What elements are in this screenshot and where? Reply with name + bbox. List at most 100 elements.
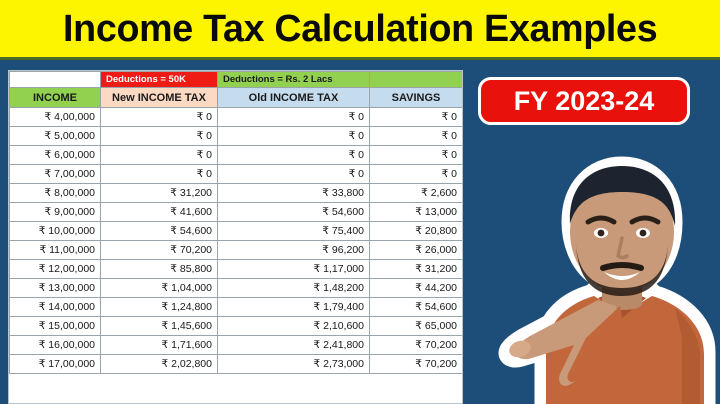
table-row: ₹ 7,00,000 ₹ 0 ₹ 0 ₹ 0 bbox=[9, 164, 462, 184]
cell-new_tax: ₹ 2,02,800 bbox=[100, 354, 218, 374]
presenter-nose bbox=[616, 236, 629, 260]
cell-income: ₹ 12,00,000 bbox=[9, 259, 101, 279]
title-banner: Income Tax Calculation Examples bbox=[0, 0, 720, 57]
cell-savings: ₹ 65,000 bbox=[369, 316, 462, 336]
cell-old_tax: ₹ 2,10,600 bbox=[217, 316, 370, 336]
cell-income: ₹ 17,00,000 bbox=[9, 354, 101, 374]
tax-comparison-table: Deductions = 50K Deductions = Rs. 2 Lacs… bbox=[8, 70, 463, 404]
cell-new_tax: ₹ 0 bbox=[100, 145, 218, 165]
table-body: ₹ 4,00,000 ₹ 0 ₹ 0 ₹ 0 ₹ 5,00,000 ₹ 0 ₹ 0 ₹ 0 ₹ … bbox=[9, 107, 462, 374]
cell-old_tax: ₹ 1,79,400 bbox=[217, 297, 370, 317]
presenter-face bbox=[570, 172, 674, 292]
presenter-eyebrow-left bbox=[585, 215, 617, 225]
table-row: ₹ 12,00,000 ₹ 85,800 ₹ 1,17,000 ₹ 31,200 bbox=[9, 259, 462, 279]
cell-new_tax: ₹ 1,45,600 bbox=[100, 316, 218, 336]
cell-income: ₹ 10,00,000 bbox=[9, 221, 101, 241]
cell-savings: ₹ 0 bbox=[369, 145, 462, 165]
fiscal-year-label: FY 2023-24 bbox=[513, 85, 655, 116]
cell-old_tax: ₹ 1,48,200 bbox=[217, 278, 370, 298]
cell-savings: ₹ 26,000 bbox=[369, 240, 462, 260]
deductions-row: Deductions = 50K Deductions = Rs. 2 Lacs bbox=[9, 71, 462, 88]
cell-new_tax: ₹ 54,600 bbox=[100, 221, 218, 241]
cell-savings: ₹ 44,200 bbox=[369, 278, 462, 298]
cell-old_tax: ₹ 0 bbox=[217, 164, 370, 184]
cell-income: ₹ 15,00,000 bbox=[9, 316, 101, 336]
cell-old_tax: ₹ 1,17,000 bbox=[217, 259, 370, 279]
fiscal-year-badge: FY 2023-24 bbox=[478, 77, 690, 125]
presenter-smile bbox=[604, 272, 640, 280]
deductions-savings-cell bbox=[369, 71, 462, 88]
cell-savings: ₹ 2,600 bbox=[369, 183, 462, 203]
cell-new_tax: ₹ 70,200 bbox=[100, 240, 218, 260]
cell-new_tax: ₹ 0 bbox=[100, 107, 218, 127]
cell-old_tax: ₹ 33,800 bbox=[217, 183, 370, 203]
table-row: ₹ 14,00,000 ₹ 1,24,800 ₹ 1,79,400 ₹ 54,600 bbox=[9, 297, 462, 317]
deductions-blank-cell bbox=[9, 71, 101, 88]
cell-savings: ₹ 0 bbox=[369, 164, 462, 184]
cell-savings: ₹ 0 bbox=[369, 107, 462, 127]
table-row: ₹ 13,00,000 ₹ 1,04,000 ₹ 1,48,200 ₹ 44,200 bbox=[9, 278, 462, 298]
cell-savings: ₹ 0 bbox=[369, 126, 462, 146]
page-title: Income Tax Calculation Examples bbox=[62, 7, 658, 50]
deductions-new-label: Deductions = 50K bbox=[100, 71, 218, 88]
table-row: ₹ 9,00,000 ₹ 41,600 ₹ 54,600 ₹ 13,000 bbox=[9, 202, 462, 222]
cell-old_tax: ₹ 75,400 bbox=[217, 221, 370, 241]
presenter-sleeve bbox=[567, 306, 628, 383]
cell-income: ₹ 9,00,000 bbox=[9, 202, 101, 222]
presenter-moustache bbox=[600, 262, 644, 271]
cell-income: ₹ 6,00,000 bbox=[9, 145, 101, 165]
cell-income: ₹ 7,00,000 bbox=[9, 164, 101, 184]
cell-old_tax: ₹ 54,600 bbox=[217, 202, 370, 222]
column-header-row: INCOME New INCOME TAX Old INCOME TAX SAV… bbox=[9, 87, 462, 108]
table-row: ₹ 8,00,000 ₹ 31,200 ₹ 33,800 ₹ 2,600 bbox=[9, 183, 462, 203]
cell-income: ₹ 16,00,000 bbox=[9, 335, 101, 355]
table-row: ₹ 10,00,000 ₹ 54,600 ₹ 75,400 ₹ 20,800 bbox=[9, 221, 462, 241]
cell-new_tax: ₹ 1,24,800 bbox=[100, 297, 218, 317]
cell-new_tax: ₹ 0 bbox=[100, 126, 218, 146]
cell-new_tax: ₹ 85,800 bbox=[100, 259, 218, 279]
table-row: ₹ 5,00,000 ₹ 0 ₹ 0 ₹ 0 bbox=[9, 126, 462, 146]
cell-income: ₹ 5,00,000 bbox=[9, 126, 101, 146]
column-header-income: INCOME bbox=[9, 87, 101, 108]
table-row: ₹ 16,00,000 ₹ 1,71,600 ₹ 2,41,800 ₹ 70,200 bbox=[9, 335, 462, 355]
presenter-photo bbox=[470, 138, 720, 404]
cell-savings: ₹ 70,200 bbox=[369, 354, 462, 374]
cell-new_tax: ₹ 41,600 bbox=[100, 202, 218, 222]
presenter-eyebrow-right bbox=[629, 215, 661, 225]
cell-new_tax: ₹ 1,04,000 bbox=[100, 278, 218, 298]
presenter-finger bbox=[509, 340, 531, 358]
cell-old_tax: ₹ 0 bbox=[217, 126, 370, 146]
cell-savings: ₹ 13,000 bbox=[369, 202, 462, 222]
cell-old_tax: ₹ 0 bbox=[217, 145, 370, 165]
cell-old_tax: ₹ 0 bbox=[217, 107, 370, 127]
cell-savings: ₹ 31,200 bbox=[369, 259, 462, 279]
table-row: ₹ 15,00,000 ₹ 1,45,600 ₹ 2,10,600 ₹ 65,000 bbox=[9, 316, 462, 336]
cell-new_tax: ₹ 0 bbox=[100, 164, 218, 184]
cell-savings: ₹ 20,800 bbox=[369, 221, 462, 241]
cell-income: ₹ 13,00,000 bbox=[9, 278, 101, 298]
table-row: ₹ 4,00,000 ₹ 0 ₹ 0 ₹ 0 bbox=[9, 107, 462, 127]
cell-old_tax: ₹ 2,41,800 bbox=[217, 335, 370, 355]
cell-income: ₹ 8,00,000 bbox=[9, 183, 101, 203]
cell-old_tax: ₹ 96,200 bbox=[217, 240, 370, 260]
cell-old_tax: ₹ 2,73,000 bbox=[217, 354, 370, 374]
table-row: ₹ 17,00,000 ₹ 2,02,800 ₹ 2,73,000 ₹ 70,200 bbox=[9, 354, 462, 374]
presenter-hair bbox=[569, 166, 676, 226]
column-header-new-tax: New INCOME TAX bbox=[100, 87, 218, 108]
cell-income: ₹ 4,00,000 bbox=[9, 107, 101, 127]
cell-new_tax: ₹ 1,71,600 bbox=[100, 335, 218, 355]
table-grid: Deductions = 50K Deductions = Rs. 2 Lacs… bbox=[9, 71, 462, 374]
cell-savings: ₹ 70,200 bbox=[369, 335, 462, 355]
cell-income: ₹ 11,00,000 bbox=[9, 240, 101, 260]
presenter-shirt-shade bbox=[675, 308, 700, 404]
cell-new_tax: ₹ 31,200 bbox=[100, 183, 218, 203]
table-row: ₹ 6,00,000 ₹ 0 ₹ 0 ₹ 0 bbox=[9, 145, 462, 165]
deductions-old-label: Deductions = Rs. 2 Lacs bbox=[217, 71, 370, 88]
column-header-old-tax: Old INCOME TAX bbox=[217, 87, 370, 108]
cell-savings: ₹ 54,600 bbox=[369, 297, 462, 317]
cell-income: ₹ 14,00,000 bbox=[9, 297, 101, 317]
banner-underline bbox=[0, 57, 720, 60]
table-row: ₹ 11,00,000 ₹ 70,200 ₹ 96,200 ₹ 26,000 bbox=[9, 240, 462, 260]
column-header-savings: SAVINGS bbox=[369, 87, 462, 108]
